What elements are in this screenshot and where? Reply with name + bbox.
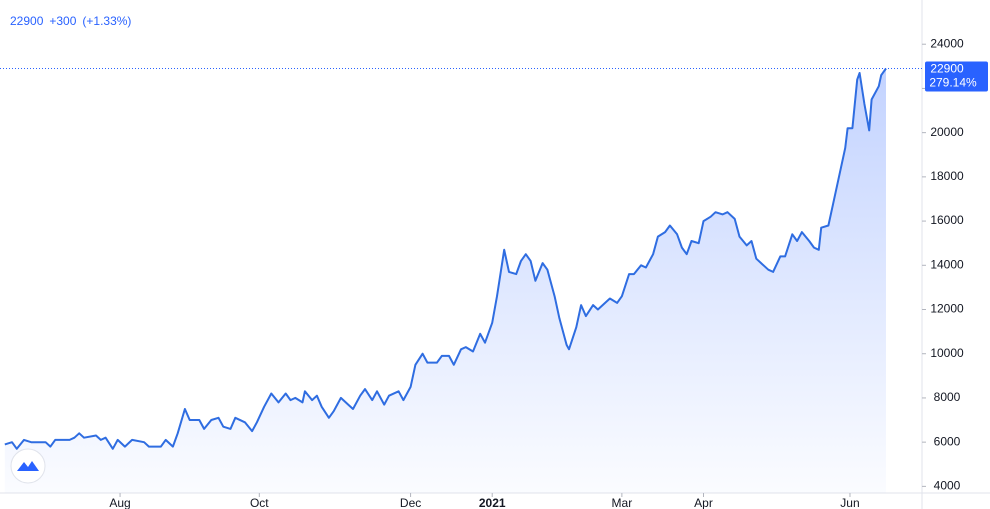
last-price-label: 22900 <box>930 62 964 76</box>
y-tick-label: 18000 <box>930 169 964 183</box>
return-label: 279.14% <box>929 76 977 90</box>
y-tick-label: 10000 <box>930 346 964 360</box>
x-tick-label: Apr <box>694 496 713 509</box>
y-tick-label: 20000 <box>930 125 964 139</box>
last-value: 22900 <box>10 14 44 28</box>
x-tick-label: Dec <box>400 496 421 509</box>
y-tick-label: 24000 <box>930 36 964 50</box>
x-tick-label: Oct <box>250 496 269 509</box>
y-tick-label: 4000 <box>934 479 961 493</box>
x-tick-label: Mar <box>612 496 633 509</box>
area-fill <box>4 68 887 493</box>
y-tick-label: 16000 <box>930 213 964 227</box>
logo-badge[interactable] <box>10 448 46 484</box>
y-tick-label: 14000 <box>930 257 964 271</box>
change-percent: (+1.33%) <box>82 14 131 28</box>
x-tick-label: 2021 <box>479 496 506 509</box>
x-tick-label: Aug <box>109 496 130 509</box>
logo[interactable] <box>10 448 46 484</box>
y-tick-label: 8000 <box>934 390 961 404</box>
x-tick-label: Jun <box>840 496 859 509</box>
y-tick-label: 6000 <box>934 434 961 448</box>
y-tick-label: 12000 <box>930 302 964 316</box>
last-price-badge <box>925 61 988 92</box>
price-line <box>4 67 887 450</box>
logo-icon[interactable] <box>17 461 39 471</box>
change: +300 <box>49 14 76 28</box>
